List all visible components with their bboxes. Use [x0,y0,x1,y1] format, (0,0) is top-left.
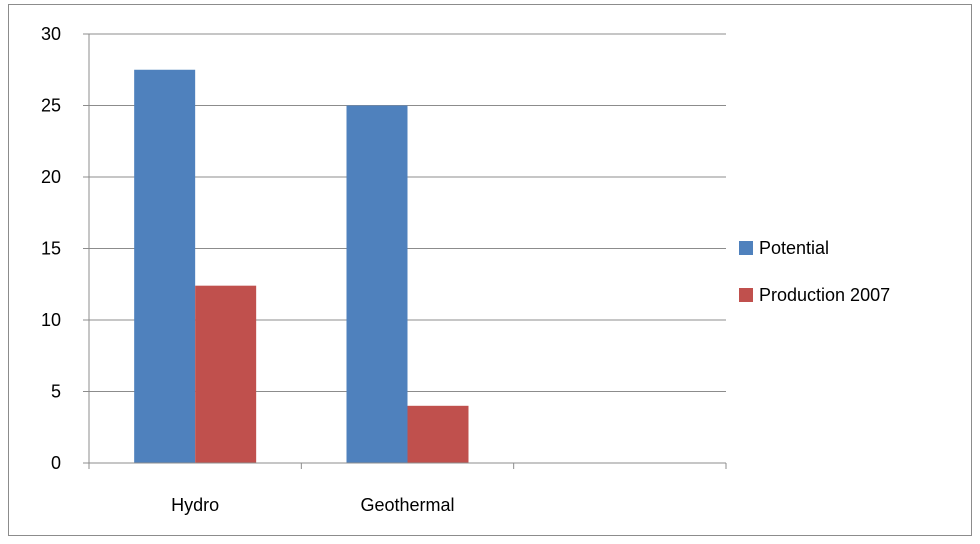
y-tick-label: 5 [51,382,61,402]
bar-chart: 0 5 10 15 20 25 30 Hydro Geothermal Potential Pro… [41,24,890,515]
y-tick-label: 0 [51,453,61,473]
y-tick-label: 30 [41,24,61,44]
legend: Potential Production 2007 [739,238,890,305]
legend-label: Potential [759,238,829,258]
bar-production-2007-geothermal [407,405,469,463]
y-tick-label: 20 [41,167,61,187]
x-tick-label: Geothermal [360,495,454,515]
legend-label: Production 2007 [759,285,890,305]
legend-swatch [739,288,753,302]
bar-potential-hydro [134,69,196,463]
bar-potential-geothermal [346,105,408,463]
bars [134,69,469,463]
x-tick-label: Hydro [171,495,219,515]
bar-production-2007-hydro [195,285,257,463]
y-tick-label: 15 [41,239,61,259]
y-tick-label: 25 [41,96,61,116]
axes: 0 5 10 15 20 25 30 Hydro Geothermal [41,24,727,515]
chart-frame: 0 5 10 15 20 25 30 Hydro Geothermal Potential Pro… [8,4,972,536]
legend-swatch [739,241,753,255]
y-tick-label: 10 [41,310,61,330]
